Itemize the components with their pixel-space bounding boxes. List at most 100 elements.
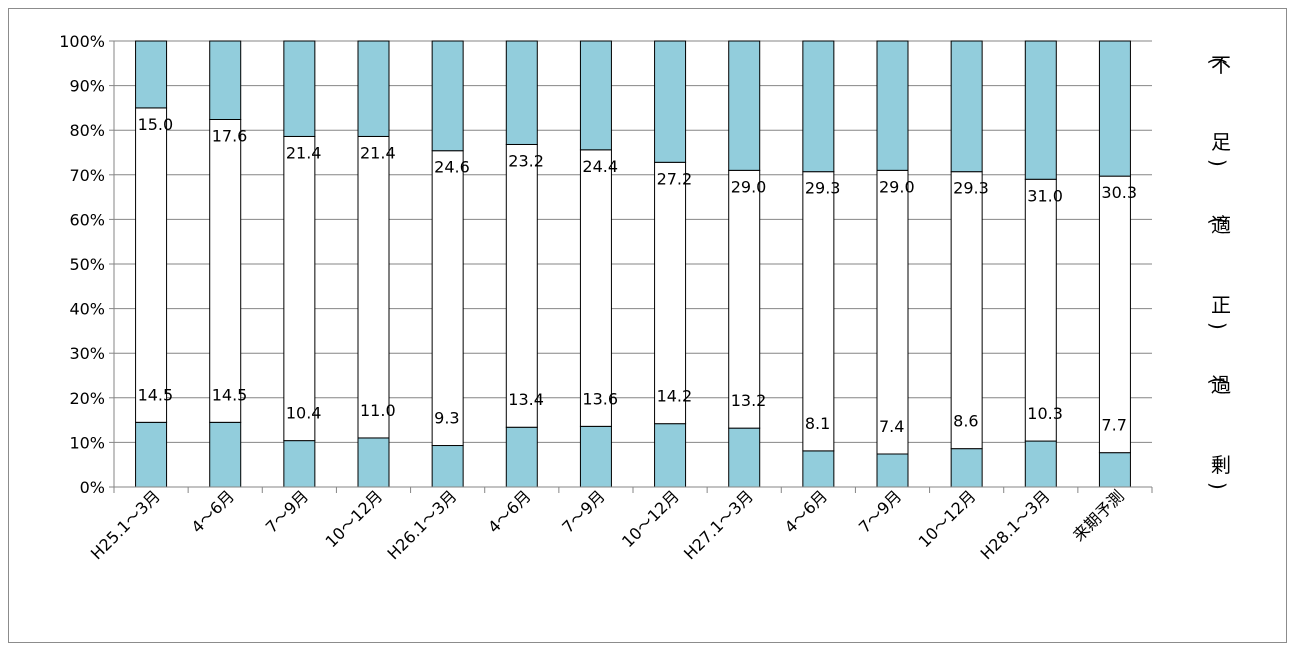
y-tick-label: 10% bbox=[69, 433, 105, 452]
legend-entry: (不足) bbox=[1206, 53, 1231, 167]
bar-segment-bottom bbox=[1024, 440, 1057, 488]
legend-paren-open: ( bbox=[1206, 377, 1230, 385]
data-label-top: 29.3 bbox=[805, 179, 841, 198]
legend-char: 足 bbox=[1211, 130, 1231, 154]
data-label-bottom: 7.4 bbox=[879, 417, 904, 436]
bar-segment-bottom bbox=[654, 423, 687, 488]
data-label-top: 24.6 bbox=[434, 158, 470, 177]
data-label-top: 24.4 bbox=[582, 157, 618, 176]
bar-segment-middle bbox=[1024, 178, 1057, 442]
x-tick-label: H28.1～3月 bbox=[977, 486, 1054, 563]
data-label-bottom: 8.1 bbox=[805, 414, 830, 433]
y-tick-label: 90% bbox=[69, 77, 105, 96]
y-tick-label: 50% bbox=[69, 255, 105, 274]
legend-paren-close: ) bbox=[1206, 322, 1230, 330]
data-label-top: 29.0 bbox=[879, 177, 915, 196]
x-tick-label: H27.1～3月 bbox=[680, 486, 757, 563]
y-tick-label: 60% bbox=[69, 210, 105, 229]
legend-entry: (過剰) bbox=[1206, 373, 1231, 490]
bar-segment-middle bbox=[579, 149, 612, 427]
bar-segment-top bbox=[728, 40, 761, 171]
data-label-bottom: 13.6 bbox=[582, 389, 618, 408]
bar-segment-middle bbox=[802, 171, 835, 452]
y-tick-label: 80% bbox=[69, 121, 105, 140]
data-label-bottom: 13.2 bbox=[731, 391, 767, 410]
x-tick-label: 4～6月 bbox=[484, 486, 534, 536]
bar-segment-bottom bbox=[579, 425, 612, 488]
bar-segment-middle bbox=[505, 143, 538, 428]
bar-segment-middle bbox=[135, 107, 168, 423]
data-label-top: 30.3 bbox=[1101, 183, 1137, 202]
bar-segment-bottom bbox=[283, 440, 316, 488]
bar-segment-top bbox=[802, 40, 835, 173]
x-tick-label: 7～9月 bbox=[558, 486, 608, 536]
bar-segment-bottom bbox=[1098, 452, 1131, 488]
data-label-bottom: 13.4 bbox=[508, 390, 544, 409]
legend-char: 不 bbox=[1211, 53, 1231, 77]
bar-segment-middle bbox=[654, 161, 687, 425]
data-label-bottom: 14.2 bbox=[657, 387, 693, 406]
bar-segment-top bbox=[505, 40, 538, 145]
data-label-bottom: 10.3 bbox=[1027, 404, 1063, 423]
legend-char: 正 bbox=[1211, 293, 1231, 317]
data-label-bottom: 11.0 bbox=[360, 401, 396, 420]
bar-segment-bottom bbox=[505, 426, 538, 488]
legend-char: 適 bbox=[1211, 213, 1231, 237]
bar-segment-top bbox=[209, 40, 242, 120]
legend-paren-open: ( bbox=[1206, 217, 1230, 225]
bar-segment-middle bbox=[209, 118, 242, 423]
y-tick-label: 70% bbox=[69, 166, 105, 185]
data-label-top: 29.0 bbox=[731, 177, 767, 196]
x-tick-label: 4～6月 bbox=[188, 486, 238, 536]
legend-paren-close: ) bbox=[1206, 482, 1230, 490]
legend-paren-close: ) bbox=[1206, 159, 1230, 167]
data-label-top: 31.0 bbox=[1027, 186, 1063, 205]
bar-segment-top bbox=[283, 40, 316, 137]
x-tick-label: 来期予測 bbox=[1069, 486, 1128, 545]
data-label-bottom: 8.6 bbox=[953, 412, 978, 431]
bar-segment-middle bbox=[876, 169, 909, 455]
data-label-bottom: 9.3 bbox=[434, 409, 459, 428]
x-tick-label: 7～9月 bbox=[855, 486, 905, 536]
y-tick-label: 0% bbox=[80, 478, 105, 497]
bar-segment-middle bbox=[950, 171, 983, 450]
x-tick-label: 10～12月 bbox=[321, 486, 386, 551]
bar-segment-middle bbox=[357, 135, 390, 439]
bar-segment-top bbox=[1024, 40, 1057, 180]
chart-frame: 0% 10% 20% 30% 40% 50% 60% 70% 80% 90% 100% 14.5 15… bbox=[8, 8, 1287, 643]
x-tick-label: 10～12月 bbox=[915, 486, 980, 551]
data-label-bottom: 10.4 bbox=[286, 404, 322, 423]
bar-segment-top bbox=[654, 40, 687, 163]
x-tick-label: H25.1～3月 bbox=[87, 486, 164, 563]
legend-paren-open: ( bbox=[1206, 57, 1230, 65]
data-label-top: 23.2 bbox=[508, 151, 544, 170]
data-label-bottom: 7.7 bbox=[1101, 416, 1126, 435]
bar-segment-top bbox=[431, 40, 464, 152]
bar-segment-middle bbox=[431, 150, 464, 447]
y-tick-label: 100% bbox=[59, 32, 105, 51]
legend-char: 剰 bbox=[1211, 453, 1231, 477]
y-tick-label: 30% bbox=[69, 344, 105, 363]
bar-segment-middle bbox=[283, 135, 316, 442]
x-tick-label: 4～6月 bbox=[781, 486, 831, 536]
x-tick-label: 7～9月 bbox=[262, 486, 312, 536]
bar-segment-bottom bbox=[876, 453, 909, 488]
data-label-top: 21.4 bbox=[360, 143, 396, 162]
bar-segment-top bbox=[876, 40, 909, 171]
x-tick-label: H26.1～3月 bbox=[384, 486, 461, 563]
legend-entry: (適正) bbox=[1206, 213, 1231, 330]
bar-segment-bottom bbox=[431, 445, 464, 488]
bar-segment-top bbox=[1098, 40, 1131, 177]
bar-segment-bottom bbox=[802, 450, 835, 488]
y-tick-label: 40% bbox=[69, 300, 105, 319]
bar-segment-top bbox=[357, 40, 390, 137]
data-label-bottom: 14.5 bbox=[212, 385, 248, 404]
bar-segment-bottom bbox=[950, 448, 983, 488]
data-label-bottom: 14.5 bbox=[138, 385, 174, 404]
bar-segment-bottom bbox=[135, 421, 168, 488]
legend-char: 過 bbox=[1211, 373, 1231, 397]
stacked-bar-chart: 0% 10% 20% 30% 40% 50% 60% 70% 80% 90% 100% 14.5 15… bbox=[59, 32, 1231, 563]
bar-segment-middle bbox=[1098, 175, 1131, 454]
y-tick-label: 20% bbox=[69, 389, 105, 408]
x-tick-label: 10～12月 bbox=[618, 486, 683, 551]
